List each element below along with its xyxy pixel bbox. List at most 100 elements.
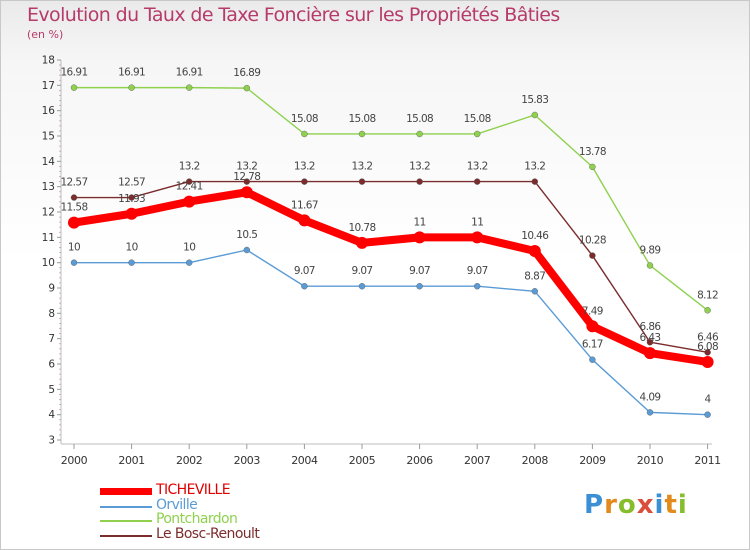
- legend-label: Orville: [156, 496, 198, 513]
- x-tick-label: 2001: [118, 454, 144, 467]
- data-label: 16.91: [176, 67, 203, 79]
- data-label: 10: [183, 242, 195, 254]
- y-tick-label: 18: [42, 55, 55, 67]
- x-tick-label: 2000: [61, 454, 88, 467]
- y-tick-label: 9: [48, 283, 55, 295]
- x-tick-label: 2002: [176, 454, 202, 467]
- data-label: 12.57: [118, 177, 145, 189]
- x-tick-label: 2003: [234, 454, 261, 467]
- data-point: [70, 84, 78, 91]
- data-label: 6.46: [697, 331, 719, 343]
- y-tick-label: 14: [42, 156, 56, 168]
- data-point: [531, 178, 538, 185]
- data-point: [704, 307, 711, 314]
- data-point: [68, 216, 80, 229]
- data-label: 11.58: [60, 202, 87, 214]
- data-point: [704, 349, 711, 356]
- data-point: [301, 178, 308, 185]
- data-label: 11: [471, 216, 483, 228]
- y-tick-label: 15: [42, 131, 55, 143]
- data-label: 13.78: [579, 146, 606, 158]
- y-tick-label: 12: [42, 207, 55, 219]
- data-point: [531, 288, 538, 295]
- y-tick-label: 5: [48, 384, 55, 396]
- legend-label: TICHEVILLE: [156, 482, 231, 498]
- data-label: 6.86: [640, 321, 662, 333]
- legend-swatch: [100, 505, 152, 508]
- proxiti-logo: Proxiti: [584, 490, 688, 520]
- data-label: 13.2: [352, 161, 373, 173]
- series-ticheville: [68, 186, 714, 368]
- series-le-bosc-renoult: [70, 178, 711, 356]
- y-tick-label: 4: [48, 409, 55, 421]
- value-labels-layer: 11.58 11.93 12.41 12.78 11.67 10.78 11 11 10.46 7…: [60, 67, 719, 406]
- chart-title: Evolution du Taux de Taxe Foncière sur l…: [27, 4, 560, 26]
- y-tick-label: 6: [48, 359, 55, 371]
- chart-axes: 3 4 5 6 7 8 9 10 11 12 13 14 15 16 17 18 2000 2001 2002 200…: [42, 55, 722, 468]
- y-tick-label: 11: [42, 232, 55, 244]
- data-label: 8.12: [697, 289, 718, 301]
- data-point: [185, 259, 193, 266]
- data-point: [701, 355, 714, 368]
- x-tick-label: 2004: [291, 454, 318, 467]
- data-label: 6.17: [582, 339, 603, 351]
- data-label: 4.09: [640, 391, 661, 403]
- data-label: 16.91: [118, 67, 145, 79]
- data-label: 9.07: [352, 265, 373, 277]
- data-label: 15.08: [348, 113, 375, 125]
- data-label: 13.2: [409, 161, 430, 173]
- y-tick-label: 3: [48, 435, 55, 447]
- data-point: [531, 111, 538, 119]
- legend-swatch: [100, 520, 152, 522]
- series-line: [70, 188, 712, 366]
- data-label: 7.49: [582, 305, 603, 317]
- data-point: [413, 231, 426, 244]
- data-point: [128, 259, 135, 266]
- data-point: [70, 194, 78, 201]
- series-orville: [70, 246, 711, 418]
- data-point: [416, 283, 423, 290]
- data-label: 10.78: [348, 222, 375, 234]
- data-label: 16.89: [233, 67, 260, 79]
- data-point: [301, 283, 308, 290]
- data-point: [243, 84, 251, 92]
- data-point: [356, 236, 368, 249]
- data-label: 6.08: [697, 341, 718, 353]
- data-label: 15.08: [406, 113, 433, 125]
- data-point: [416, 178, 423, 185]
- data-label: 16.91: [60, 67, 87, 79]
- data-point: [358, 130, 366, 138]
- data-label: 6.43: [640, 332, 661, 344]
- series-line: [73, 249, 709, 416]
- data-point: [128, 194, 135, 201]
- legend-label: Pontchardon: [156, 511, 238, 527]
- series-line: [73, 180, 709, 354]
- legend-label: Le Bosc-Renoult: [156, 525, 260, 542]
- data-point: [474, 178, 481, 185]
- legend-swatch: [100, 488, 152, 495]
- series-pontchardon: [70, 84, 711, 314]
- data-label: 13.2: [524, 161, 545, 173]
- data-point: [589, 252, 596, 259]
- data-label: 12.41: [176, 181, 203, 193]
- data-label: 8.87: [524, 270, 545, 282]
- series-line: [73, 86, 709, 311]
- data-label: 13.2: [294, 161, 315, 173]
- data-point: [644, 347, 656, 360]
- data-label: 11: [414, 216, 426, 228]
- data-point: [589, 356, 596, 363]
- data-label: 9.07: [467, 265, 488, 277]
- chart-subtitle: (en %): [27, 28, 64, 41]
- data-label: 15.08: [291, 113, 318, 125]
- x-tick-label: 2008: [522, 454, 549, 467]
- data-point: [125, 207, 138, 220]
- x-tick-label: 2007: [464, 454, 491, 467]
- data-point: [128, 84, 135, 91]
- data-label: 10: [126, 242, 138, 254]
- data-point: [704, 411, 711, 418]
- data-label: 15.08: [464, 113, 491, 125]
- data-label: 9.07: [294, 265, 315, 277]
- data-point: [298, 214, 311, 227]
